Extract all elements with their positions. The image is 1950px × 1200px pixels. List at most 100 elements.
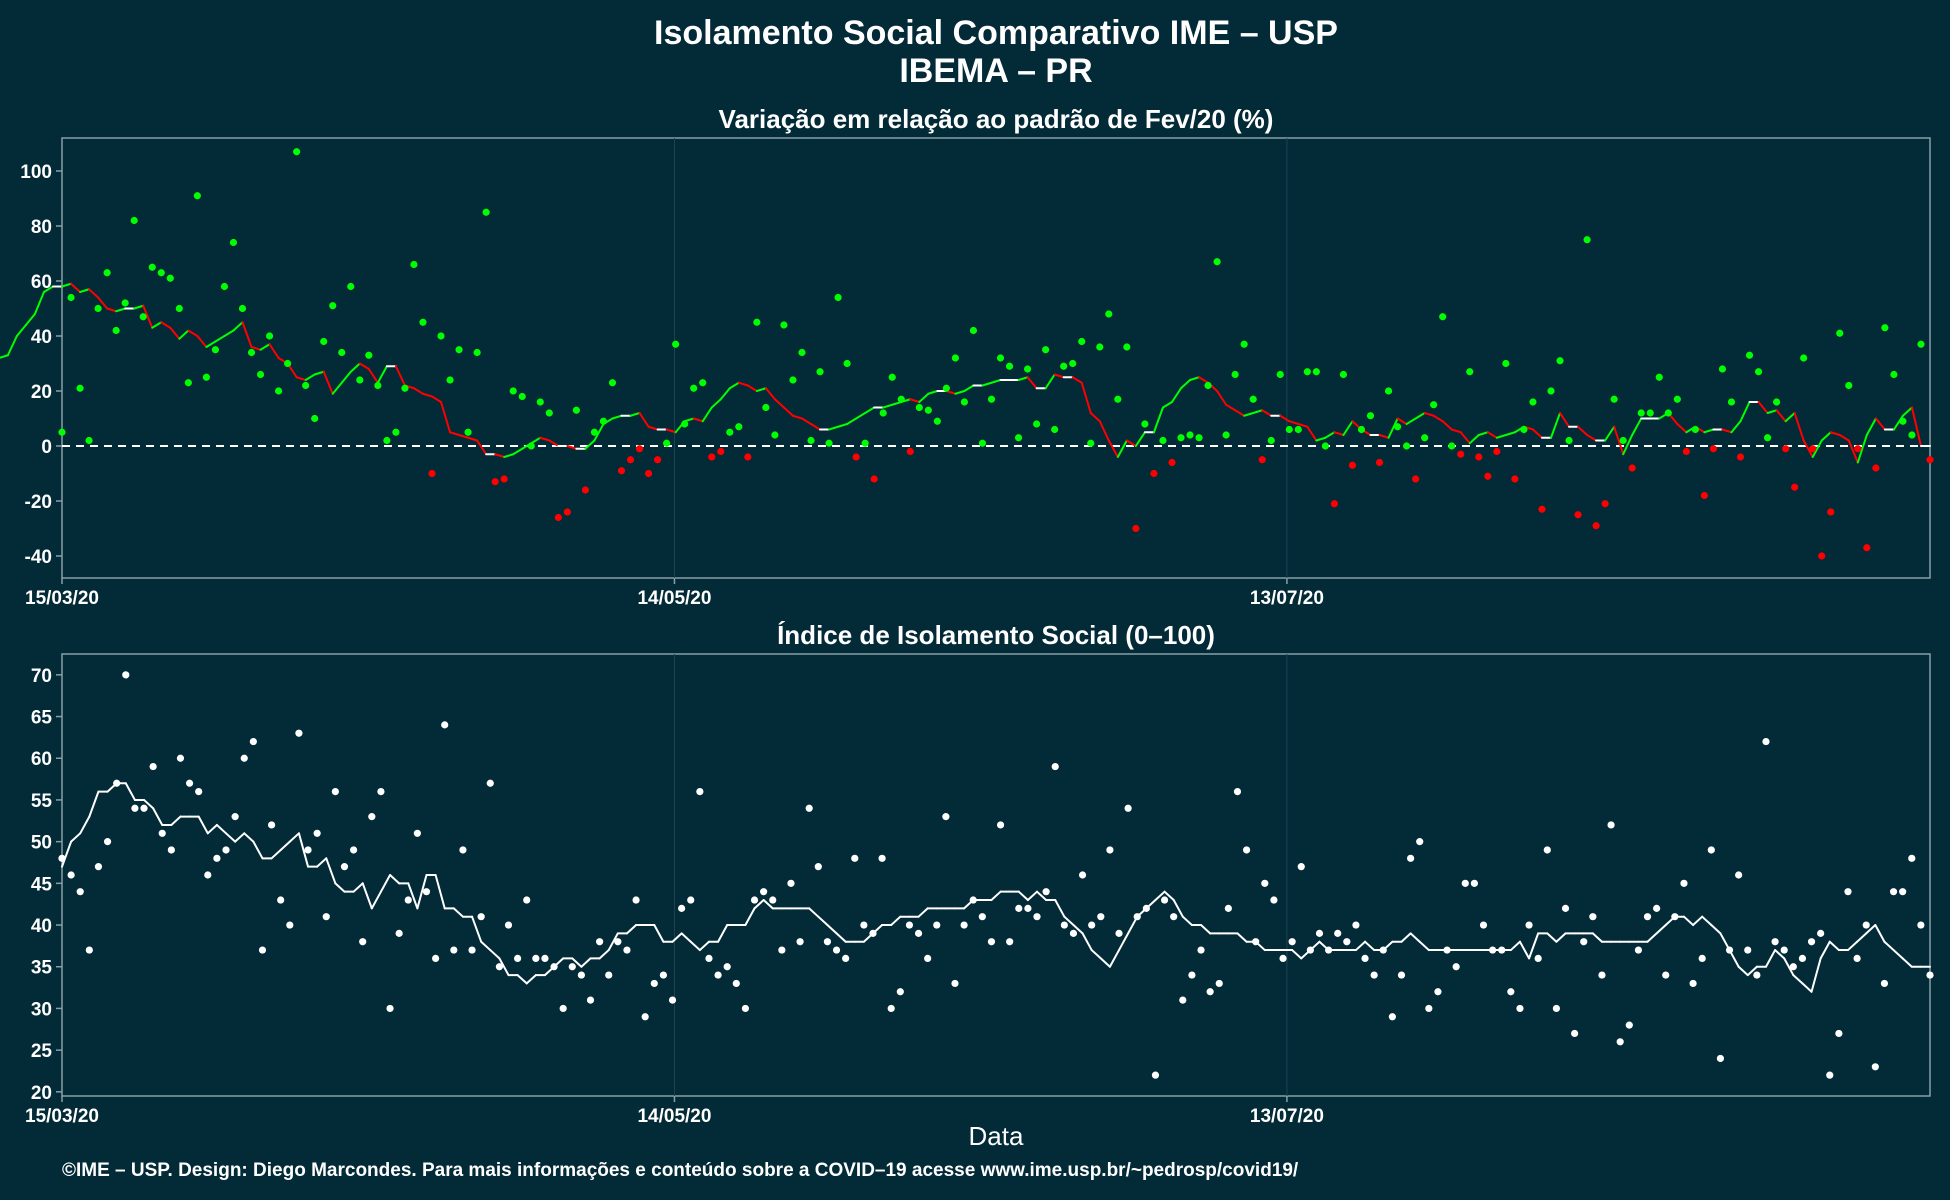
y-tick-label: 40: [31, 327, 52, 348]
y-tick-label: 65: [31, 708, 53, 729]
data-point: [293, 148, 301, 156]
data-point: [678, 904, 686, 912]
data-point: [1151, 1071, 1160, 1079]
moving-average-segment: [1354, 940, 1367, 952]
moving-average-segment: [1118, 932, 1130, 952]
moving-average-segment: [270, 848, 282, 860]
moving-average-segment: [525, 974, 537, 985]
data-point: [1370, 971, 1378, 979]
moving-average-segment: [1053, 373, 1065, 379]
data-point: [1188, 971, 1196, 979]
data-point: [1479, 921, 1488, 929]
moving-average-segment: [571, 957, 583, 968]
moving-average-segment: [1315, 436, 1327, 442]
data-point: [1818, 552, 1826, 560]
data-point: [1716, 1054, 1725, 1063]
moving-average-segment: [773, 398, 785, 409]
moving-average-segment: [1901, 406, 1913, 417]
data-point: [1516, 1004, 1524, 1013]
data-point: [798, 348, 806, 357]
data-point: [1434, 988, 1442, 996]
data-point: [705, 954, 713, 962]
moving-average-segment: [1865, 924, 1877, 935]
moving-average-segment: [325, 857, 337, 885]
data-point: [1772, 398, 1781, 406]
moving-average-segment: [1342, 420, 1354, 436]
data-point: [905, 921, 914, 929]
data-point: [933, 921, 941, 929]
moving-average-segment: [133, 304, 145, 310]
data-point: [313, 829, 321, 837]
data-point: [744, 453, 752, 461]
moving-average-segment: [1468, 434, 1480, 445]
data-point: [1024, 904, 1032, 912]
data-point: [1619, 436, 1627, 445]
moving-average-segment: [143, 798, 155, 810]
moving-average-segment: [250, 346, 262, 351]
data-point: [121, 299, 129, 307]
moving-average-segment: [1179, 379, 1192, 390]
data-point: [1628, 464, 1636, 472]
data-point: [1142, 904, 1150, 912]
moving-average-segment: [1555, 932, 1567, 943]
data-point: [131, 804, 139, 812]
moving-average-segment: [367, 368, 379, 384]
moving-average-segment: [1604, 425, 1616, 442]
moving-average-segment: [1154, 890, 1166, 902]
moving-average-segment: [1026, 376, 1038, 390]
data-point: [322, 913, 330, 921]
moving-average-segment: [88, 790, 100, 818]
data-point: [1343, 938, 1351, 946]
data-point: [870, 475, 878, 483]
data-point: [681, 420, 689, 428]
data-point: [1718, 365, 1727, 373]
moving-average-segment: [1792, 974, 1804, 985]
data-point: [404, 896, 412, 904]
moving-average-segment: [746, 384, 758, 392]
data-point: [1529, 398, 1537, 406]
moving-average-segment: [1682, 915, 1695, 927]
moving-average-segment: [1387, 417, 1399, 439]
moving-average-segment: [288, 832, 300, 843]
data-point: [1634, 946, 1643, 954]
data-point: [1466, 368, 1474, 376]
data-point: [148, 263, 156, 271]
moving-average-segment: [1477, 431, 1489, 436]
data-point: [1457, 450, 1465, 458]
moving-average-segment: [1865, 417, 1877, 436]
moving-average-segment: [1546, 932, 1558, 943]
moving-average-segment: [1820, 431, 1832, 442]
moving-average-segment: [638, 412, 650, 428]
data-point: [1249, 395, 1257, 403]
data-point: [1707, 846, 1715, 854]
moving-average-segment: [379, 874, 392, 893]
data-point: [559, 1004, 567, 1013]
data-point: [914, 929, 923, 937]
data-point: [94, 863, 103, 871]
data-point: [1379, 946, 1387, 954]
moving-average-segment: [503, 453, 515, 458]
data-point: [256, 370, 265, 379]
moving-average-segment: [361, 882, 373, 910]
data-point: [249, 737, 257, 746]
data-point: [1087, 439, 1095, 447]
moving-average-segment: [489, 949, 501, 960]
moving-average-segment: [416, 874, 428, 910]
data-point: [1552, 1004, 1560, 1013]
data-point: [477, 913, 485, 921]
main-title-line1: Isolamento Social Comparativo IME – USP: [654, 14, 1338, 52]
moving-average-segment: [671, 932, 683, 943]
data-point: [644, 469, 653, 478]
data-point: [1375, 458, 1384, 467]
y-tick-label: -40: [25, 547, 52, 568]
moving-average-segment: [744, 907, 756, 927]
moving-average-segment: [710, 398, 722, 409]
moving-average-segment: [115, 307, 127, 313]
moving-average-segment: [476, 439, 488, 456]
moving-average-segment: [717, 924, 729, 943]
moving-average-segment: [1414, 412, 1426, 420]
moving-average-segment: [304, 373, 316, 381]
data-point: [1402, 442, 1411, 450]
data-point: [869, 929, 877, 937]
moving-average-segment: [1622, 434, 1634, 456]
